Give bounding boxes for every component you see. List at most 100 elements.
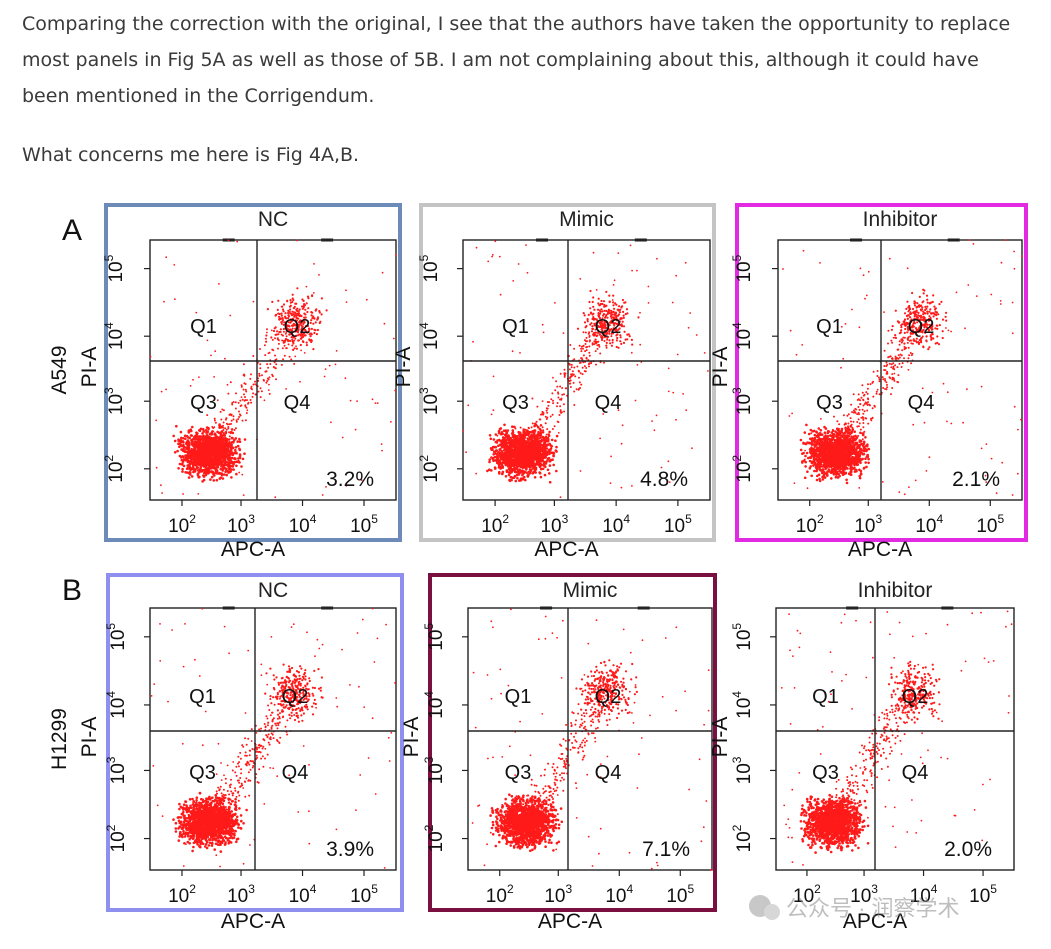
- q4-percentage: 4.8%: [640, 468, 688, 491]
- x-tick-label: 103: [227, 512, 255, 537]
- panel-letter: A: [62, 214, 82, 247]
- x-tick-label: 104: [915, 512, 943, 537]
- paragraph-correction: Comparing the correction with the origin…: [22, 13, 1011, 107]
- x-tick-label: 102: [481, 512, 509, 537]
- paragraph-concern: What concerns me here is Fig 4A,B.: [22, 144, 360, 166]
- flow-panel: NC Q1 Q2 Q3 Q4 3.9% 102 103 104 105 APC-A 102 103 104…: [78, 573, 404, 933]
- x-tick-label: 104: [289, 882, 317, 907]
- quadrant-label: Q2: [284, 316, 311, 338]
- x-tick-label: 103: [540, 512, 568, 537]
- scatter-dots: [149, 239, 397, 499]
- flow-panel: Mimic Q1 Q2 Q3 Q4 4.8% 102 103 104 105 APC-A 102 103…: [392, 203, 716, 561]
- y-tick-label: 103: [104, 756, 129, 784]
- y-tick-label: 102: [730, 824, 755, 852]
- scatter-dots: [150, 607, 396, 869]
- quadrant-label: Q1: [812, 686, 839, 708]
- quadrant-label: Q4: [284, 392, 311, 414]
- y-tick-label: 102: [417, 455, 442, 483]
- y-tick-label: 105: [730, 623, 755, 651]
- x-tick-label: 102: [168, 512, 196, 537]
- quadrant-label: Q3: [502, 392, 529, 414]
- y-axis-label: PI-A: [78, 347, 101, 388]
- x-tick-label: 102: [796, 512, 824, 537]
- scatter-dots: [780, 610, 1013, 866]
- y-tick-label: 102: [730, 455, 755, 483]
- y-axis-label: PI-A: [78, 717, 101, 758]
- quadrant-label: Q2: [282, 686, 309, 708]
- scatter-dots: [462, 240, 709, 499]
- quadrant-label: Q2: [908, 316, 935, 338]
- y-tick-label: 104: [104, 691, 129, 719]
- quadrant-label: Q1: [189, 686, 216, 708]
- panel-title: NC: [258, 208, 288, 231]
- y-tick-label: 103: [730, 756, 755, 784]
- x-axis-label: APC-A: [848, 538, 912, 561]
- panel-title: Mimic: [563, 579, 618, 602]
- scatter-dots: [471, 608, 713, 871]
- y-tick-label: 104: [422, 691, 447, 719]
- panel-frame: [735, 203, 1028, 542]
- y-axis-label: PI-A: [400, 717, 423, 758]
- x-tick-label: 104: [910, 882, 938, 907]
- quadrant-label: Q4: [282, 762, 309, 784]
- q4-percentage: 3.9%: [326, 838, 374, 861]
- x-tick-label: 105: [666, 882, 694, 907]
- cell-line-label: A549: [48, 345, 71, 394]
- y-tick-label: 103: [730, 387, 755, 415]
- x-tick-label: 102: [486, 882, 514, 907]
- x-axis-label: APC-A: [843, 910, 907, 933]
- y-tick-label: 103: [417, 387, 442, 415]
- panel-frame: [428, 573, 717, 912]
- x-tick-label: 105: [969, 882, 997, 907]
- y-axis-label: PI-A: [392, 347, 415, 388]
- quadrant-label: Q1: [505, 686, 532, 708]
- panel-frame: [106, 573, 404, 912]
- y-tick-label: 104: [730, 322, 755, 350]
- panel-letter: B: [62, 574, 82, 607]
- x-axis-label: APC-A: [221, 910, 285, 933]
- panel-frame: [419, 203, 716, 542]
- quadrant-label: Q1: [190, 316, 217, 338]
- flow-panel: NC Q1 Q2 Q3 Q4 3.2% 102 103 104 105 APC-A 102 103 104…: [78, 203, 402, 561]
- x-tick-label: 103: [854, 512, 882, 537]
- flow-panel: Mimic Q1 Q2 Q3 Q4 7.1% 102 103 104 105 APC-A 102 103…: [400, 573, 717, 933]
- x-tick-label: 105: [976, 512, 1004, 537]
- y-tick-label: 105: [104, 623, 129, 651]
- x-tick-label: 105: [664, 512, 692, 537]
- y-tick-label: 102: [104, 824, 129, 852]
- quadrant-label: Q3: [505, 762, 532, 784]
- quadrant-label: Q4: [595, 762, 622, 784]
- quadrant-label: Q4: [595, 392, 622, 414]
- scatter-dots: [782, 239, 1023, 496]
- panel-title: Inhibitor: [863, 208, 938, 231]
- panel-title: Inhibitor: [858, 579, 933, 602]
- x-tick-label: 104: [605, 882, 633, 907]
- x-tick-label: 104: [289, 512, 317, 537]
- quadrant-label: Q2: [595, 686, 622, 708]
- q4-percentage: 3.2%: [326, 468, 374, 491]
- quadrant-label: Q3: [816, 392, 843, 414]
- y-tick-label: 104: [417, 322, 442, 350]
- q4-percentage: 7.1%: [642, 838, 690, 861]
- x-tick-label: 105: [350, 882, 378, 907]
- quadrant-label: Q4: [902, 762, 929, 784]
- x-axis-label: APC-A: [534, 538, 598, 561]
- quadrant-label: Q2: [595, 316, 622, 338]
- plot-area: [775, 607, 1015, 871]
- y-axis-label: PI-A: [709, 717, 732, 758]
- y-tick-label: 102: [102, 455, 127, 483]
- x-tick-label: 103: [227, 882, 255, 907]
- y-tick-label: 105: [730, 254, 755, 282]
- panel-title: Mimic: [559, 208, 614, 231]
- x-axis-label: APC-A: [538, 910, 602, 933]
- watermark-text: 公众号 · 润察学术: [786, 896, 960, 921]
- panel-frame: [104, 203, 402, 542]
- y-tick-label: 104: [730, 691, 755, 719]
- quadrant-label: Q3: [812, 762, 839, 784]
- panel-title: NC: [258, 579, 288, 602]
- q4-percentage: 2.1%: [952, 468, 1000, 491]
- cell-line-label: H1299: [48, 708, 71, 770]
- quadrant-label: Q1: [502, 316, 529, 338]
- x-tick-label: 105: [350, 512, 378, 537]
